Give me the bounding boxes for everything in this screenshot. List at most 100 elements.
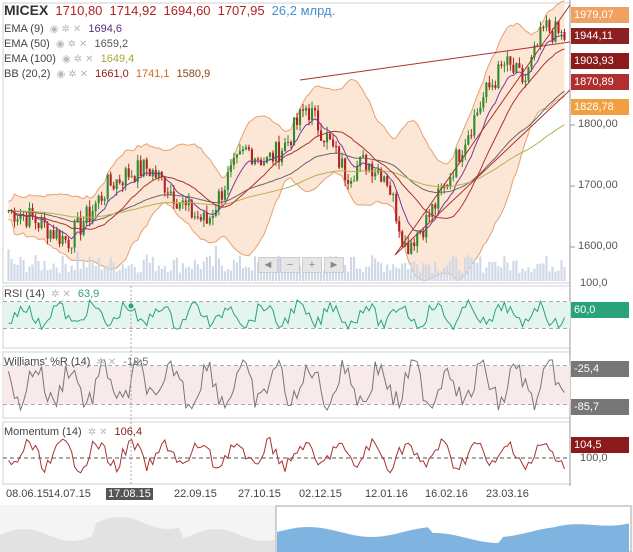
scroll-right-button[interactable]: ► xyxy=(324,257,344,273)
volume-bar xyxy=(208,255,211,281)
candle-body xyxy=(136,160,139,182)
volume-bar xyxy=(398,268,401,281)
price-tag-bb-upper: 1979,07 xyxy=(571,7,629,23)
candle-body xyxy=(7,210,10,212)
volume-bar xyxy=(67,272,70,281)
volume-bar xyxy=(506,262,509,281)
ema-lines xyxy=(8,34,565,240)
volume-bars xyxy=(7,245,566,281)
candle-body xyxy=(313,108,317,111)
candle-body xyxy=(97,195,100,204)
zoom-out-button[interactable]: − xyxy=(280,257,300,273)
bb-label: BB (20,2) xyxy=(4,68,51,80)
eye-icon[interactable]: ◉ xyxy=(62,54,71,65)
candle-body xyxy=(335,145,338,147)
volume-bar xyxy=(223,271,226,281)
ema100-legend[interactable]: EMA (100) ◉ ✲ ✕ 1649,4 xyxy=(4,52,134,67)
volume-bar xyxy=(524,270,527,281)
volume-bar xyxy=(175,257,178,281)
close-icon[interactable]: ✕ xyxy=(62,289,71,300)
eye-icon[interactable]: ◉ xyxy=(49,24,59,35)
candle-body xyxy=(304,108,308,111)
ema50-legend[interactable]: EMA (50) ◉ ✲ ✕ 1659,2 xyxy=(4,37,128,52)
close-icon[interactable]: ✕ xyxy=(79,39,88,50)
candle-body xyxy=(178,203,181,209)
candle-body xyxy=(106,174,109,199)
rsi-legend[interactable]: RSI (14) ✲ ✕ 63,9 xyxy=(4,287,99,302)
scroll-left-button[interactable]: ◄ xyxy=(258,257,278,273)
close-icon[interactable]: ✕ xyxy=(85,54,94,65)
close-icon[interactable]: ✕ xyxy=(107,357,117,368)
momentum-legend[interactable]: Momentum (14) ✲ ✕ 106,4 xyxy=(4,425,142,440)
volume-bar xyxy=(509,270,512,281)
candle-body xyxy=(536,45,539,47)
candle-body xyxy=(371,163,374,177)
eye-icon[interactable]: ◉ xyxy=(56,69,66,80)
candle-body xyxy=(410,242,413,254)
candle-body xyxy=(407,242,410,254)
bb-legend[interactable]: BB (20,2) ◉ ✲ ✕ 1661,0 1741,1 1580,9 xyxy=(4,67,210,82)
volume-bar xyxy=(64,263,67,281)
candle-body xyxy=(61,236,64,245)
volume-bar xyxy=(148,263,151,281)
close-icon[interactable]: ✕ xyxy=(99,427,108,438)
candle-body xyxy=(359,157,362,167)
volume-bar xyxy=(46,269,49,281)
candle-body xyxy=(103,198,106,201)
volume-bar xyxy=(320,271,323,281)
indicator-panels xyxy=(3,286,570,486)
eye-icon[interactable]: ◉ xyxy=(55,39,65,50)
volume-bar xyxy=(187,266,190,281)
gear-icon[interactable]: ✲ xyxy=(73,54,83,65)
volume-bar xyxy=(40,270,43,281)
volume-bar xyxy=(133,267,136,281)
candle-body xyxy=(446,184,449,187)
candle-body xyxy=(64,236,67,240)
volume-bar xyxy=(154,271,157,281)
volume-bar xyxy=(79,268,82,281)
close-icon[interactable]: ✕ xyxy=(79,69,89,80)
volume-bar xyxy=(443,267,446,281)
candle-body xyxy=(341,158,344,168)
volume-bar xyxy=(13,263,16,281)
volume-bar xyxy=(109,256,112,281)
gear-icon[interactable]: ✲ xyxy=(61,24,70,35)
gear-icon[interactable]: ✲ xyxy=(67,39,77,50)
gear-icon[interactable]: ✲ xyxy=(51,289,60,300)
volume-bar xyxy=(265,268,269,281)
volume-bar xyxy=(440,271,443,281)
trend-line-lower xyxy=(394,89,571,256)
williams-legend[interactable]: Williams' %R (14) ✲ ✕ -12,5 xyxy=(4,355,148,370)
candle-body xyxy=(52,230,55,239)
candle-body xyxy=(190,200,193,218)
williams-tag-top: -25,4 xyxy=(571,361,629,377)
candle-body xyxy=(163,177,166,193)
close-icon[interactable]: ✕ xyxy=(72,24,82,35)
volume-bar xyxy=(482,272,485,281)
candle-body xyxy=(404,242,407,247)
candle-body xyxy=(37,223,40,229)
gear-icon[interactable]: ✲ xyxy=(96,357,105,368)
gear-icon[interactable]: ✲ xyxy=(68,69,77,80)
candle-body xyxy=(121,182,124,186)
volume-bar xyxy=(25,272,28,281)
ema9-legend[interactable]: EMA (9) ◉ ✲ ✕ 1694,6 xyxy=(4,22,122,37)
candle-body xyxy=(449,177,452,187)
volume-bar xyxy=(19,257,22,281)
candle-body xyxy=(118,179,121,183)
volume-bar xyxy=(121,264,124,281)
candle-body xyxy=(383,176,386,182)
volume-bar xyxy=(539,263,542,281)
volume-bar xyxy=(479,256,482,281)
zoom-in-button[interactable]: + xyxy=(302,257,322,273)
candle-body xyxy=(521,67,524,83)
rsi-tag: 60,0 xyxy=(571,302,629,318)
gear-icon[interactable]: ✲ xyxy=(87,427,97,438)
candle-body xyxy=(362,154,365,158)
candle-body xyxy=(310,108,314,120)
candle-body xyxy=(307,108,311,120)
candle-body xyxy=(494,85,497,88)
volume-bar xyxy=(374,258,377,281)
candle-body xyxy=(542,27,545,29)
